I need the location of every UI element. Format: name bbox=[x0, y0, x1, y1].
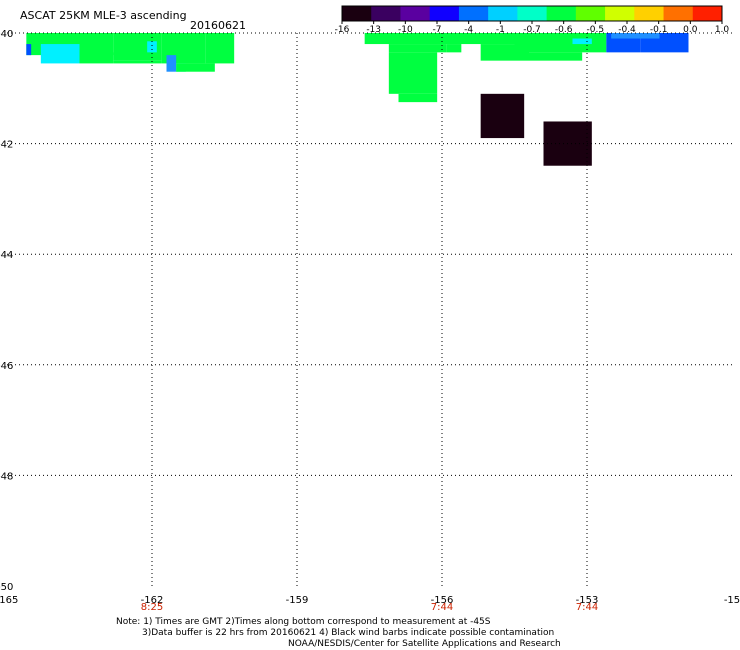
data-cell bbox=[446, 44, 462, 53]
data-cell bbox=[572, 38, 592, 45]
data-cell bbox=[480, 93, 525, 139]
x-tick-label: -165 bbox=[0, 595, 18, 606]
footnote-line-1: Note: 1) Times are GMT 2)Times along bot… bbox=[116, 617, 491, 627]
colorbar-segment bbox=[488, 6, 518, 21]
chart-title: ASCAT 25KM MLE-3 ascending bbox=[20, 9, 187, 22]
wind-map-plot: -165 -162 -159 -156 -153 -15 -40 -42 -44 -46 -48 -5… bbox=[0, 5, 740, 613]
colorbar-segment bbox=[575, 6, 606, 21]
colorbar-tick-label: -0.4 bbox=[618, 25, 636, 35]
data-cell bbox=[113, 60, 162, 64]
colorbar-tick-label: -7 bbox=[433, 25, 442, 35]
data-cell bbox=[611, 33, 660, 39]
data-cell bbox=[147, 41, 157, 53]
y-tick-label: -40 bbox=[0, 29, 13, 40]
footnote-line-2: 3)Data buffer is 22 hrs from 20160621 4)… bbox=[142, 628, 555, 638]
colorbar-segment bbox=[517, 6, 548, 21]
data-cell bbox=[388, 44, 447, 53]
colorbar-tick-label: -0.7 bbox=[523, 25, 541, 35]
data-cell bbox=[364, 33, 515, 45]
colorbar-segment bbox=[458, 6, 489, 21]
data-cell bbox=[388, 52, 438, 94]
colorbar-tick-label: -13 bbox=[366, 25, 381, 35]
y-tick-label: -44 bbox=[0, 250, 13, 261]
y-tick-label: -42 bbox=[0, 140, 13, 151]
x-tick-label: -162 bbox=[141, 595, 164, 606]
time-label: 7:44 bbox=[576, 602, 598, 613]
colorbar-segment bbox=[429, 6, 460, 21]
colorbar-segment bbox=[342, 6, 372, 21]
colorbar-segment bbox=[605, 6, 635, 21]
colorbar-segment bbox=[371, 6, 401, 21]
y-tick-label: -50 bbox=[0, 582, 13, 593]
colorbar-tick-label: 0.0 bbox=[683, 25, 698, 35]
data-cell bbox=[205, 33, 235, 64]
grid-layer bbox=[7, 32, 732, 586]
data-cell bbox=[176, 63, 215, 72]
data-cell bbox=[529, 52, 583, 61]
data-cell bbox=[514, 33, 607, 53]
colorbar-tick-label: -10 bbox=[398, 25, 413, 35]
time-label: 8:25 bbox=[141, 602, 163, 613]
time-label: 7:44 bbox=[431, 602, 453, 613]
colorbar-tick-label: -0.6 bbox=[555, 25, 573, 35]
axis-labels-layer: -165 -162 -159 -156 -153 -15 -40 -42 -44 -46 -48 -5… bbox=[0, 29, 740, 613]
data-cell bbox=[40, 44, 80, 64]
x-tick-label: -156 bbox=[431, 595, 454, 606]
x-tick-label: -159 bbox=[286, 595, 309, 606]
colorbar-tick-label: -1 bbox=[496, 25, 505, 35]
colorbar-tick-label: -0.5 bbox=[587, 25, 605, 35]
data-cell bbox=[398, 93, 438, 103]
colorbar-segment bbox=[546, 6, 577, 21]
colorbar-tick-label: -0.1 bbox=[650, 25, 668, 35]
colorbar-segment bbox=[663, 6, 694, 21]
colorbar-tick-label: -16 bbox=[335, 25, 350, 35]
data-cell bbox=[79, 52, 114, 64]
x-tick-label: -153 bbox=[576, 595, 599, 606]
y-tick-label: -46 bbox=[0, 361, 13, 372]
colorbar-tick-label: 1.0 bbox=[715, 25, 730, 35]
colorbar-layer: -16 -13 -10 -7 -4 -1 -0.7 -0.6 -0.5 -0.4 -0.1 0.0 1.… bbox=[335, 5, 730, 35]
footnote-line-3: NOAA/NESDIS/Center for Satellite Applica… bbox=[288, 639, 561, 649]
data-cell bbox=[26, 44, 32, 56]
colorbar-segment bbox=[634, 6, 665, 21]
chart-date: 20160621 bbox=[190, 19, 246, 32]
y-tick-label: -48 bbox=[0, 471, 13, 482]
data-cell bbox=[166, 55, 177, 72]
colorbar-segment bbox=[400, 6, 431, 21]
colorbar-segment bbox=[692, 6, 723, 21]
colorbar-tick-label: -4 bbox=[464, 25, 473, 35]
data-cells-layer bbox=[26, 33, 689, 166]
x-tick-label: -15 bbox=[724, 595, 740, 606]
